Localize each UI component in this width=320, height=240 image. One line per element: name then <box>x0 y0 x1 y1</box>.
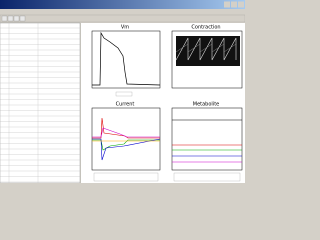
legend <box>93 172 159 182</box>
tool-button[interactable] <box>19 15 26 22</box>
close-button[interactable] <box>238 1 244 8</box>
legend <box>115 91 133 97</box>
menu-bar <box>0 9 245 15</box>
title-bar <box>0 0 245 9</box>
tool-button[interactable] <box>1 15 8 22</box>
contraction-stripes <box>175 37 237 61</box>
tool-button[interactable] <box>13 15 20 22</box>
plot-frame <box>171 30 243 89</box>
legend <box>173 172 241 182</box>
toolbar <box>0 14 245 23</box>
tool-button[interactable] <box>7 15 14 22</box>
metabolite-curves <box>172 119 242 163</box>
page: {"panels": [{"title": "Vm"}, {"title": "… <box>0 0 245 183</box>
plot-frame <box>171 107 243 171</box>
panel-title: Current <box>116 102 135 108</box>
plot-frame <box>91 30 161 89</box>
maximize-button[interactable] <box>231 1 237 8</box>
panel-title: Metabolite <box>193 102 219 108</box>
panel-title: Vm <box>121 25 129 31</box>
contraction-pattern <box>176 36 240 66</box>
parameter-table <box>0 22 81 183</box>
contraction-stripes <box>175 43 237 53</box>
vm-curve <box>92 31 161 86</box>
window: Vm Contraction Current Metabolite <box>0 0 245 183</box>
panel-title: Contraction <box>191 25 220 31</box>
current-curves <box>92 117 161 161</box>
minimize-button[interactable] <box>224 1 230 8</box>
